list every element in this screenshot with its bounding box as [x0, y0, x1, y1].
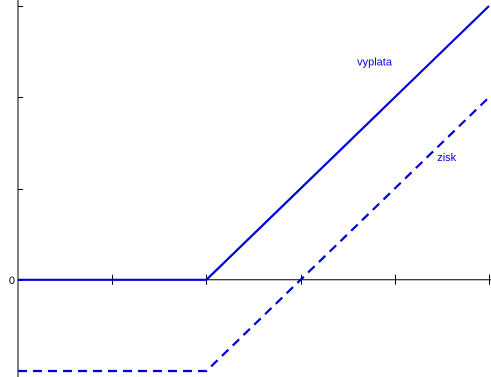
series-labels: vyplata zisk [357, 56, 457, 164]
series-label-zisk: zisk [437, 152, 456, 164]
series-line-zisk [18, 96, 490, 373]
series-label-vyplata: vyplata [357, 56, 393, 68]
series-line-vyplata [18, 5, 490, 281]
series-group [18, 5, 490, 373]
y-tick-label: 0 [9, 275, 15, 287]
axes: 0 [9, 0, 491, 377]
